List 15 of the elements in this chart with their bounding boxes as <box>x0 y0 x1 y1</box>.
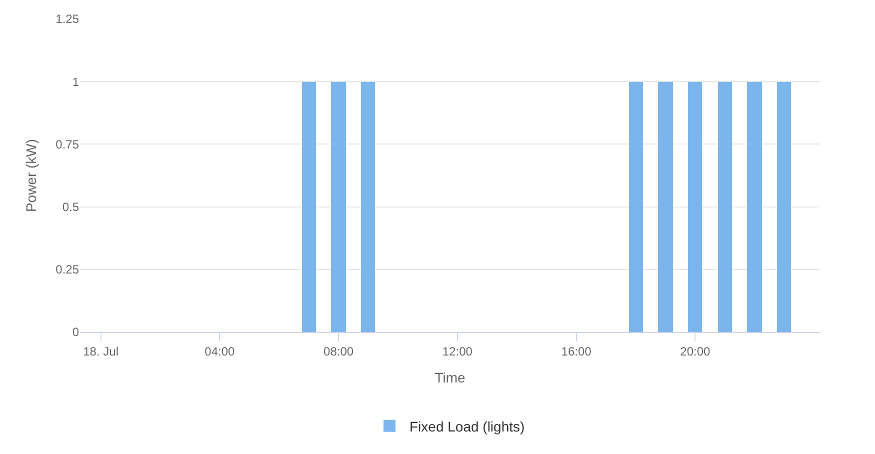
y-axis-title: Power (kW) <box>23 138 40 212</box>
x-tick-label: 16:00 <box>561 344 592 358</box>
x-tick-label: 18. Jul <box>83 344 118 358</box>
y-tick-label: 0.25 <box>56 262 80 277</box>
x-tick-label: 12:00 <box>442 344 473 358</box>
x-tick-label: 04:00 <box>204 344 236 358</box>
x-axis-title: Time <box>434 370 466 386</box>
x-tick-label: 08:00 <box>324 344 354 358</box>
x-tick-label: 20:00 <box>680 344 711 358</box>
legend-label: Fixed Load (lights) <box>410 418 525 434</box>
y-tick-label: 0 <box>72 325 80 340</box>
y-tick-label: 1.25 <box>56 12 80 26</box>
y-tick-label: 0.75 <box>56 137 80 152</box>
y-tick-label: 1 <box>72 74 80 89</box>
y-tick-label: 0.5 <box>62 200 80 214</box>
